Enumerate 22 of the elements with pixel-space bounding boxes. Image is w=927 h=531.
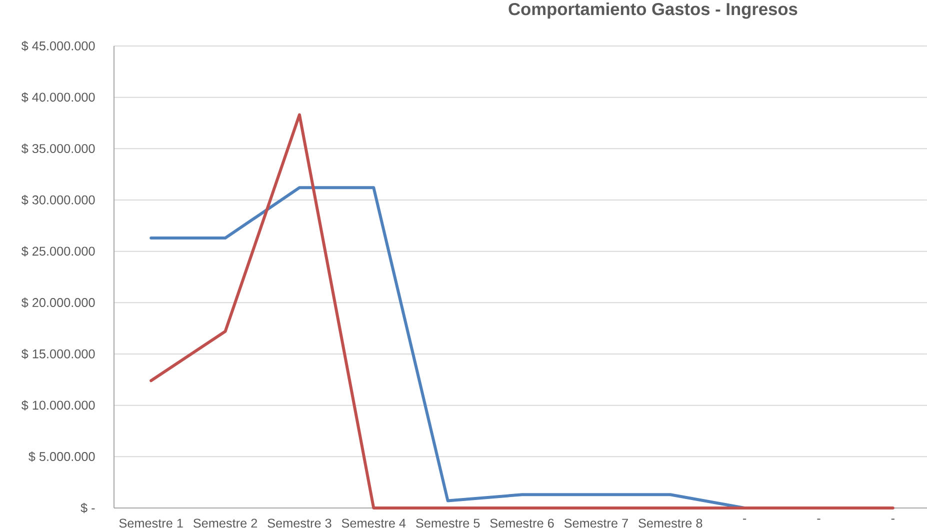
x-tick-label: Semestre 4: [342, 518, 406, 528]
x-tick-label: -: [891, 518, 894, 520]
y-tick-label: $ 10.000.000: [21, 400, 95, 410]
y-tick-label: $ 30.000.000: [21, 194, 95, 206]
x-tick-label: -: [743, 518, 746, 520]
x-tick-label: Semestre 8: [638, 518, 702, 528]
y-tick-label: $ 15.000.000: [21, 348, 95, 360]
y-tick-label: $ 45.000.000: [21, 40, 95, 52]
x-tick-label: Semestre 1: [119, 518, 183, 528]
x-tick-label: Semestre 6: [490, 518, 554, 528]
x-tick-label: Semestre 5: [416, 518, 480, 528]
y-tick-label: $ 40.000.000: [21, 92, 95, 102]
y-tick-label: $ 5.000.000: [28, 452, 95, 462]
x-tick-label: Semestre 2: [193, 518, 258, 528]
x-tick-label: Semestre 3: [268, 518, 332, 528]
x-tick-label: -: [817, 518, 820, 520]
y-tick-label: $ 20.000.000: [21, 298, 95, 308]
y-tick-label: $ -: [80, 502, 95, 514]
y-tick-label: $ 25.000.000: [21, 246, 95, 256]
x-tick-label: Semestre 7: [564, 518, 628, 528]
chart-title: Comportamiento Gastos - Ingresos: [508, 2, 798, 19]
y-tick-label: $ 35.000.000: [21, 144, 95, 154]
